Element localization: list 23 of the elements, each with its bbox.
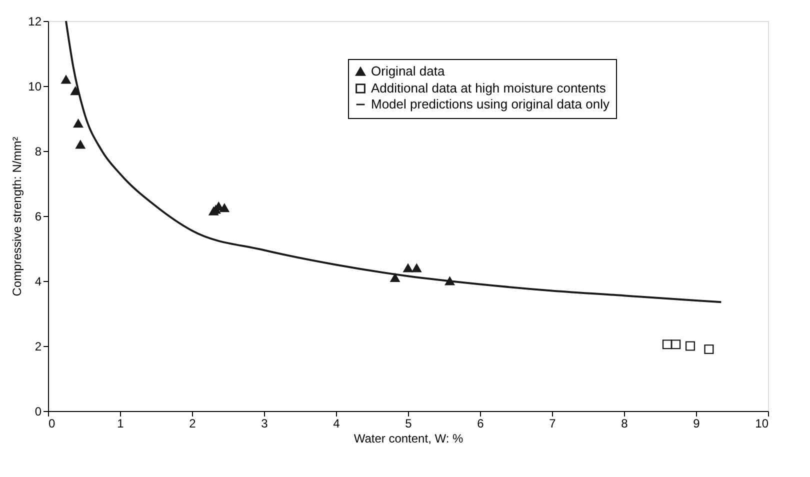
x-tick-label: 0 [48,416,56,430]
x-tick-label: 2 [189,416,196,430]
x-tick-label: 1 [117,416,124,430]
x-tick-label: 8 [621,416,628,430]
y-tick-label: 0 [34,404,42,418]
y-tick-label: 2 [34,340,42,354]
y-tick-label: 6 [34,210,42,224]
x-tick-label: 4 [333,416,340,430]
y-tick-label: 8 [34,144,42,158]
y-tick-label: 12 [28,14,42,28]
x-tick-label: 6 [477,416,484,430]
x-tick-label: 10 [755,416,769,430]
x-tick-label: 9 [693,416,700,430]
legend-label: Additional data at high moisture contents [371,80,606,96]
x-tick-label: 3 [261,416,268,430]
y-tick-label: 4 [34,274,42,288]
legend-label: Model predictions using original data only [371,96,610,112]
y-tick-label: 10 [28,80,42,94]
x-tick-label: 5 [405,416,412,430]
legend-label: Original data [371,64,446,78]
y-axis-title: Compressive strength: N/mm² [10,136,24,296]
x-axis-title: Water content, W: % [354,432,464,446]
x-tick-label: 7 [549,416,556,430]
